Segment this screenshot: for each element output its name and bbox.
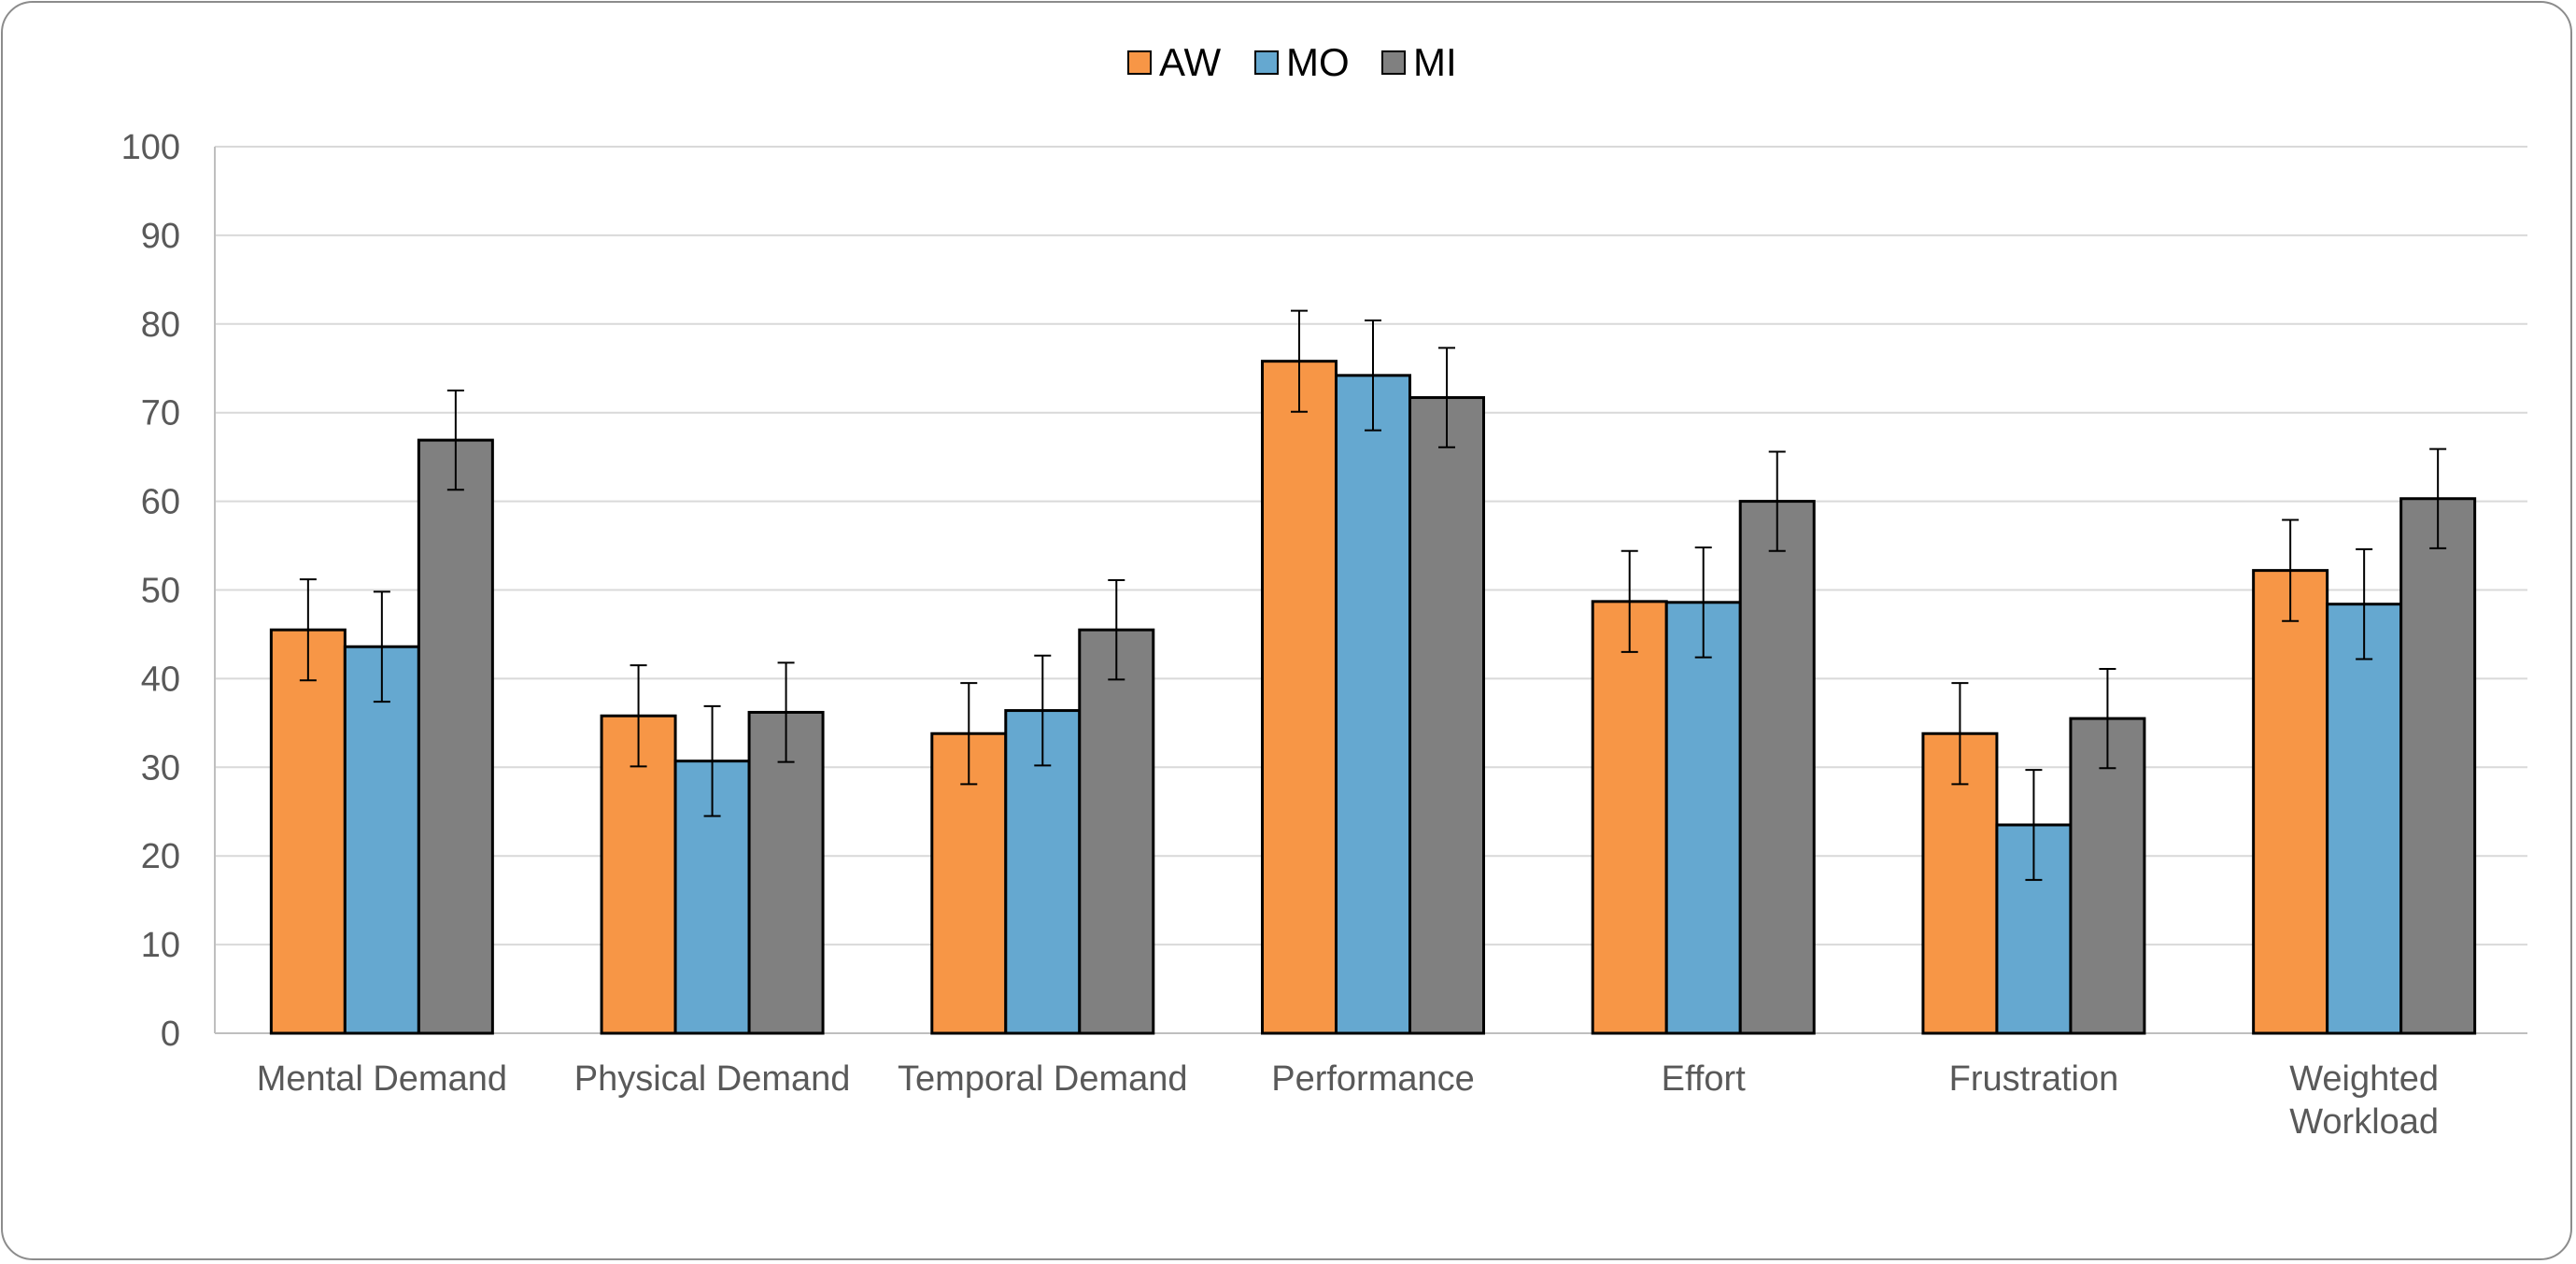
x-category-label: Performance [1271,1059,1475,1099]
legend-label-mo: MO [1286,40,1350,84]
bar-mi [2399,497,2477,1035]
bar-mi [417,438,494,1035]
legend-swatch-mo [1254,50,1279,75]
bar-aw [1591,600,1668,1035]
bar-mi [1738,500,1816,1035]
x-category-label: Physical Demand [574,1059,851,1099]
bar-aw [2252,569,2329,1035]
y-tick-label: 40 [141,660,180,699]
x-category-label: Effort [1662,1059,1747,1099]
y-axis-tick-labels: 0 10 20 30 40 50 60 70 80 90 100 [121,128,180,1054]
x-category-label: Mental Demand [257,1059,507,1099]
bar-aw [1261,360,1338,1035]
x-category-label: Temporal Demand [898,1059,1187,1099]
y-tick-label: 100 [121,128,180,167]
legend-swatch-aw [1127,50,1152,75]
y-tick-label: 50 [141,572,180,611]
legend-label-mi: MI [1413,40,1457,84]
bar-mo [343,645,420,1035]
y-tick-label: 30 [141,748,180,788]
error-bars [299,309,2447,881]
bar-mi [1408,396,1485,1035]
x-category-label: Frustration [1949,1059,2119,1099]
y-tick-label: 80 [141,305,180,345]
bar-aw [269,628,347,1035]
y-tick-label: 90 [141,217,180,256]
bars [269,360,2477,1035]
y-tick-label: 20 [141,837,180,876]
y-tick-label: 60 [141,483,180,522]
legend: AW MO MI [1127,40,1457,84]
y-tick-label: 10 [141,926,180,965]
bar-mo [1335,374,1411,1035]
bar-mo [1664,601,1742,1035]
legend-swatch-mi [1381,50,1406,75]
x-axis-category-labels: Mental Demand Physical Demand Temporal Dem… [257,1059,2439,1142]
y-tick-label: 70 [141,394,180,433]
bar-mo [2326,603,2403,1035]
legend-label-aw: AW [1159,40,1221,84]
y-tick-label: 0 [161,1015,180,1054]
bar-mi [1078,628,1155,1035]
x-category-label: Weighted Workload [2289,1059,2439,1142]
